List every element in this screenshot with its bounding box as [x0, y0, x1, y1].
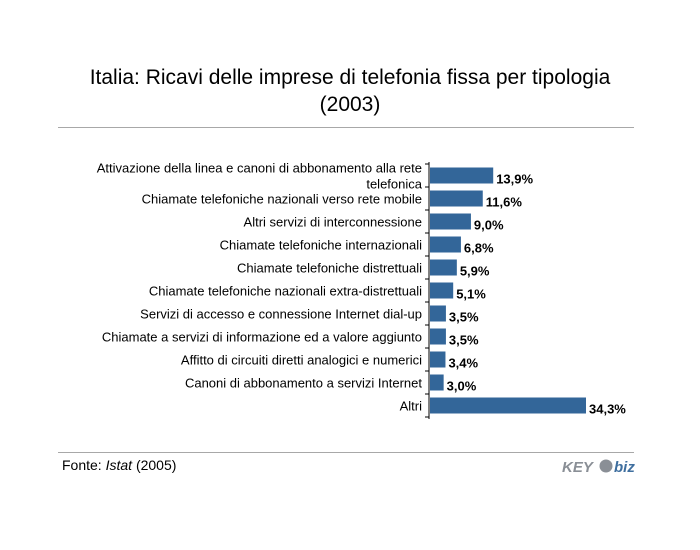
category-label: Chiamate telefoniche nazionali extra-dis…	[149, 284, 422, 299]
source-note: Fonte: Istat (2005)	[62, 457, 176, 473]
category-label: Attivazione della linea e canoni di abbo…	[97, 161, 422, 176]
logo-biz-text: biz	[614, 459, 635, 476]
category-label: Chiamate a servizi di informazione ed a …	[102, 330, 422, 345]
category-label: Altri	[400, 399, 423, 414]
bar	[430, 305, 446, 322]
logo-circle	[599, 459, 613, 473]
bar	[430, 190, 483, 207]
category-label: Chiamate telefoniche distrettuali	[237, 261, 422, 276]
chart-title: Italia: Ricavi delle imprese di telefoni…	[0, 64, 700, 118]
bar	[430, 213, 471, 230]
logo-key-text: KEY	[562, 459, 595, 476]
category-label: Canoni di abbonamento a servizi Internet	[185, 376, 422, 391]
source-name: Istat	[105, 457, 133, 473]
category-label: Servizi di accesso e connessione Interne…	[140, 307, 422, 322]
bar	[430, 236, 461, 253]
bar	[430, 259, 457, 276]
category-label: Chiamate telefoniche nazionali verso ret…	[142, 192, 422, 207]
bar	[430, 282, 454, 299]
bottom-divider	[58, 452, 634, 453]
value-label: 11,6%	[486, 195, 523, 210]
bar	[430, 374, 444, 391]
value-label: 3,5%	[449, 310, 479, 325]
value-label: 13,9%	[496, 172, 533, 187]
bar	[430, 397, 586, 414]
keybiz-logo: KEY biz	[562, 459, 635, 476]
value-label: 34,3%	[589, 402, 626, 417]
category-label: telefonica	[366, 177, 422, 192]
category-label: Chiamate telefoniche internazionali	[220, 238, 422, 253]
bar-chart: Attivazione della linea e canoni di abbo…	[97, 161, 626, 419]
bar	[430, 351, 446, 368]
category-label: Altri servizi di interconnessione	[244, 215, 422, 230]
bar	[430, 328, 446, 345]
value-label: 6,8%	[464, 241, 494, 256]
value-label: 5,9%	[460, 264, 490, 279]
chart-title-line1: Italia: Ricavi delle imprese di telefoni…	[89, 66, 611, 89]
chart-title-line2: (2003)	[319, 93, 381, 116]
category-label: Affitto di circuiti diretti analogici e …	[181, 353, 422, 368]
value-label: 5,1%	[456, 287, 486, 302]
bar	[430, 167, 494, 184]
value-label: 3,0%	[447, 379, 477, 394]
top-divider	[58, 127, 634, 128]
source-prefix: Fonte:	[62, 457, 106, 473]
value-label: 9,0%	[474, 218, 504, 233]
value-label: 3,4%	[448, 356, 478, 371]
value-label: 3,5%	[449, 333, 479, 348]
source-suffix: (2005)	[132, 457, 177, 473]
